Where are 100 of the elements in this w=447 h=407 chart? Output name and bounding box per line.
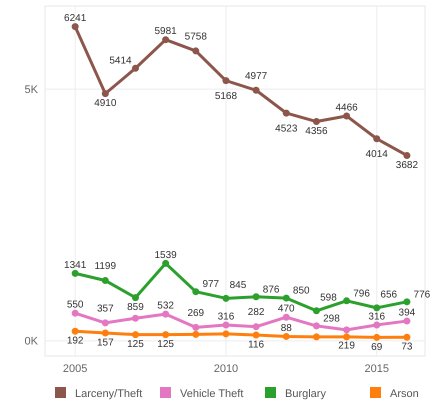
point (373, 334, 380, 341)
point (72, 310, 79, 317)
data-label: 5168 (214, 91, 238, 102)
x-tick-label: 2010 (214, 363, 238, 375)
point (252, 323, 260, 330)
point (132, 294, 139, 302)
data-label: 357 (96, 303, 114, 314)
point (373, 321, 380, 328)
data-label: 125 (157, 339, 174, 350)
data-label: 470 (278, 304, 296, 315)
point (102, 90, 109, 98)
y-tick-label: 5K (24, 84, 39, 96)
point (282, 332, 290, 340)
data-label: 4014 (366, 149, 388, 160)
point (373, 304, 380, 312)
point (192, 288, 200, 296)
data-label: 73 (401, 342, 413, 353)
data-label: 316 (368, 311, 386, 322)
data-label: 4910 (94, 98, 117, 110)
data-label: 876 (262, 284, 280, 296)
data-label: 116 (248, 340, 265, 351)
point (192, 47, 200, 54)
data-label: 598 (320, 292, 338, 304)
data-label: 88 (280, 322, 292, 334)
point (192, 330, 200, 338)
data-label: 1539 (154, 250, 178, 261)
data-label: 5758 (184, 31, 208, 42)
point (403, 152, 410, 159)
data-label: 316 (218, 311, 235, 322)
data-label: 4977 (244, 70, 268, 82)
data-label: 550 (66, 300, 84, 311)
data-label: 5414 (109, 56, 132, 67)
data-label: 5981 (154, 26, 178, 38)
data-label: 6241 (64, 13, 87, 24)
data-label: 850 (292, 286, 310, 297)
point (222, 321, 230, 328)
data-label: 859 (127, 302, 144, 314)
point (312, 118, 320, 126)
point (72, 270, 79, 277)
point (282, 314, 290, 321)
point (312, 333, 320, 340)
point (403, 334, 410, 341)
data-label: 394 (398, 308, 416, 319)
point (252, 86, 260, 94)
point (282, 110, 290, 117)
data-label: 1199 (94, 261, 116, 272)
data-label: 69 (371, 342, 383, 353)
data-label: 298 (323, 313, 340, 324)
data-label: 269 (187, 308, 205, 319)
data-label: 1341 (64, 260, 87, 271)
point (252, 293, 260, 300)
legend-label: Vehicle Theft (180, 388, 244, 400)
point (162, 36, 170, 44)
point (343, 297, 350, 304)
data-label: 4523 (275, 124, 298, 135)
data-label: 3682 (396, 160, 418, 171)
data-label: 125 (127, 339, 144, 350)
point (72, 23, 79, 30)
point (222, 77, 230, 84)
data-label: 656 (380, 289, 398, 300)
legend-label: Arson (390, 388, 419, 400)
data-label: 219 (338, 340, 356, 352)
point (403, 298, 410, 306)
point (162, 310, 170, 318)
point (102, 277, 109, 284)
point (252, 332, 260, 339)
point (222, 294, 230, 302)
data-label: 282 (248, 307, 265, 318)
data-label: 192 (66, 336, 84, 347)
point (343, 333, 350, 340)
point (132, 331, 139, 338)
data-label: 776 (414, 289, 431, 300)
data-label: 796 (353, 288, 370, 300)
point (162, 260, 170, 267)
data-label: 4466 (335, 102, 358, 114)
legend-label: Larceny/Theft (75, 388, 142, 400)
point (132, 314, 139, 322)
x-tick-label: 2015 (364, 363, 389, 375)
point (373, 135, 380, 142)
point (312, 307, 320, 314)
point (162, 331, 170, 338)
x-tick-label: 2005 (62, 363, 88, 375)
point (312, 322, 320, 330)
point (102, 319, 109, 326)
data-label: 532 (157, 300, 174, 312)
point (282, 294, 290, 302)
point (102, 329, 109, 336)
point (72, 328, 79, 335)
y-tick-label: 0K (24, 336, 39, 348)
point (132, 64, 139, 72)
point (343, 112, 350, 120)
point (403, 318, 410, 325)
data-label: 845 (230, 280, 247, 291)
legend-label: Burglary (285, 388, 326, 400)
point (222, 330, 230, 338)
data-label: 4356 (305, 126, 328, 138)
data-label: 157 (96, 337, 114, 348)
point (343, 326, 350, 334)
data-label: 977 (202, 279, 220, 290)
point (192, 324, 200, 331)
